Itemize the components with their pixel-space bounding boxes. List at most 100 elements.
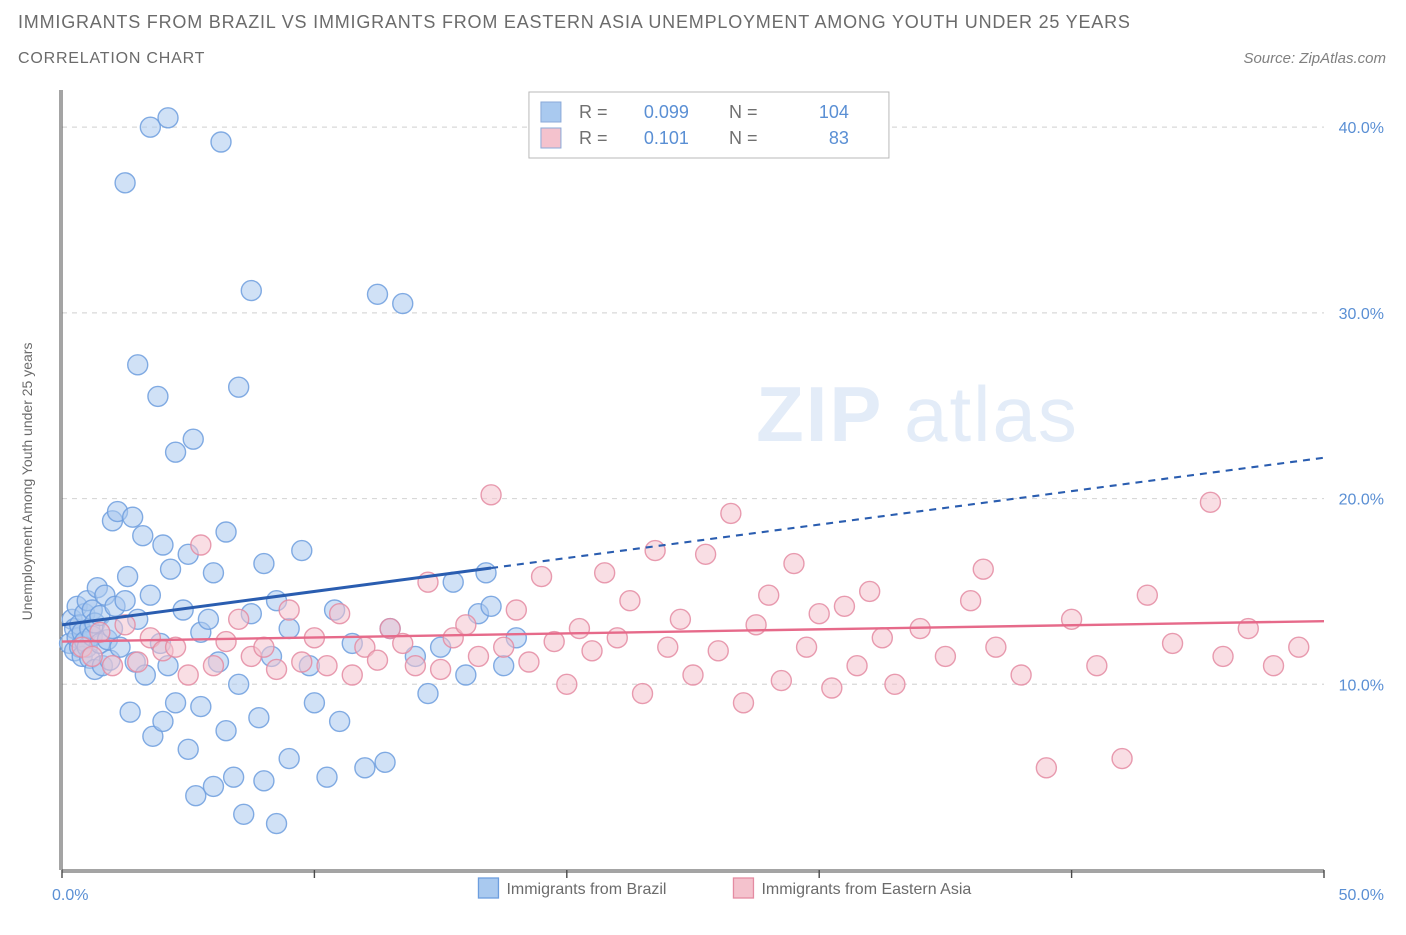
stats-r-value: 0.099 bbox=[644, 102, 689, 122]
data-point bbox=[683, 665, 703, 685]
data-point bbox=[860, 581, 880, 601]
data-point bbox=[148, 386, 168, 406]
data-point bbox=[847, 656, 867, 676]
data-point bbox=[1289, 637, 1309, 657]
data-point bbox=[166, 442, 186, 462]
data-point bbox=[973, 559, 993, 579]
stats-r-label: R = bbox=[579, 128, 608, 148]
data-point bbox=[203, 776, 223, 796]
data-point bbox=[569, 619, 589, 639]
data-point bbox=[178, 665, 198, 685]
data-point bbox=[620, 591, 640, 611]
data-point bbox=[670, 609, 690, 629]
data-point bbox=[317, 767, 337, 787]
data-point bbox=[216, 632, 236, 652]
data-point bbox=[128, 355, 148, 375]
trend-line-brazil-extrapolated bbox=[491, 458, 1324, 568]
legend-swatch bbox=[478, 878, 498, 898]
source-attribution: Source: ZipAtlas.com bbox=[1243, 50, 1386, 67]
data-point bbox=[733, 693, 753, 713]
y-tick-label: 40.0% bbox=[1339, 120, 1384, 137]
data-point bbox=[1112, 749, 1132, 769]
data-point bbox=[153, 711, 173, 731]
data-point bbox=[292, 541, 312, 561]
data-point bbox=[292, 652, 312, 672]
y-tick-label: 10.0% bbox=[1339, 677, 1384, 694]
data-point bbox=[368, 650, 388, 670]
data-point bbox=[431, 659, 451, 679]
page-subtitle: CORRELATION CHART bbox=[18, 50, 205, 68]
stats-r-label: R = bbox=[579, 102, 608, 122]
data-point bbox=[721, 503, 741, 523]
data-point bbox=[304, 693, 324, 713]
data-point bbox=[355, 758, 375, 778]
y-axis-label: Unemployment Among Youth under 25 years bbox=[19, 343, 35, 621]
data-point bbox=[191, 535, 211, 555]
data-point bbox=[254, 771, 274, 791]
data-point bbox=[759, 585, 779, 605]
stats-swatch bbox=[541, 128, 561, 148]
data-point bbox=[961, 591, 981, 611]
data-point bbox=[161, 559, 181, 579]
data-point bbox=[133, 526, 153, 546]
data-point bbox=[317, 656, 337, 676]
data-point bbox=[191, 697, 211, 717]
data-point bbox=[153, 535, 173, 555]
data-point bbox=[90, 622, 110, 642]
y-tick-label: 30.0% bbox=[1339, 306, 1384, 323]
data-point bbox=[241, 281, 261, 301]
data-point bbox=[368, 284, 388, 304]
data-point bbox=[203, 656, 223, 676]
data-point bbox=[476, 563, 496, 583]
data-point bbox=[186, 786, 206, 806]
data-point bbox=[279, 749, 299, 769]
data-point bbox=[658, 637, 678, 657]
data-point bbox=[708, 641, 728, 661]
stats-r-value: 0.101 bbox=[644, 128, 689, 148]
data-point bbox=[330, 604, 350, 624]
data-point bbox=[771, 671, 791, 691]
data-point bbox=[532, 567, 552, 587]
data-point bbox=[494, 656, 514, 676]
data-point bbox=[118, 567, 138, 587]
data-point bbox=[456, 665, 476, 685]
legend-label: Immigrants from Eastern Asia bbox=[761, 881, 971, 898]
data-point bbox=[140, 117, 160, 137]
data-point bbox=[330, 711, 350, 731]
data-point bbox=[211, 132, 231, 152]
stats-swatch bbox=[541, 102, 561, 122]
data-point bbox=[557, 674, 577, 694]
data-point bbox=[123, 507, 143, 527]
data-point bbox=[834, 596, 854, 616]
data-point bbox=[254, 637, 274, 657]
data-point bbox=[986, 637, 1006, 657]
data-point bbox=[494, 637, 514, 657]
data-point bbox=[375, 752, 395, 772]
stats-n-label: N = bbox=[729, 128, 758, 148]
stats-n-label: N = bbox=[729, 102, 758, 122]
data-point bbox=[1137, 585, 1157, 605]
data-point bbox=[468, 646, 488, 666]
legend-label: Immigrants from Brazil bbox=[506, 881, 666, 898]
data-point bbox=[140, 585, 160, 605]
data-point bbox=[82, 646, 102, 666]
chart-container: 10.0%20.0%30.0%40.0%0.0%50.0%Unemploymen… bbox=[0, 82, 1406, 930]
data-point bbox=[203, 563, 223, 583]
data-point bbox=[128, 652, 148, 672]
stats-n-value: 83 bbox=[829, 128, 849, 148]
data-point bbox=[115, 591, 135, 611]
data-point bbox=[809, 604, 829, 624]
data-point bbox=[405, 656, 425, 676]
data-point bbox=[1087, 656, 1107, 676]
data-point bbox=[582, 641, 602, 661]
data-point bbox=[935, 646, 955, 666]
data-point bbox=[1036, 758, 1056, 778]
data-point bbox=[234, 804, 254, 824]
data-point bbox=[1163, 633, 1183, 653]
data-point bbox=[102, 656, 122, 676]
data-point bbox=[254, 554, 274, 574]
data-point bbox=[267, 814, 287, 834]
watermark: ZIP bbox=[756, 370, 883, 458]
data-point bbox=[633, 684, 653, 704]
legend-swatch bbox=[733, 878, 753, 898]
